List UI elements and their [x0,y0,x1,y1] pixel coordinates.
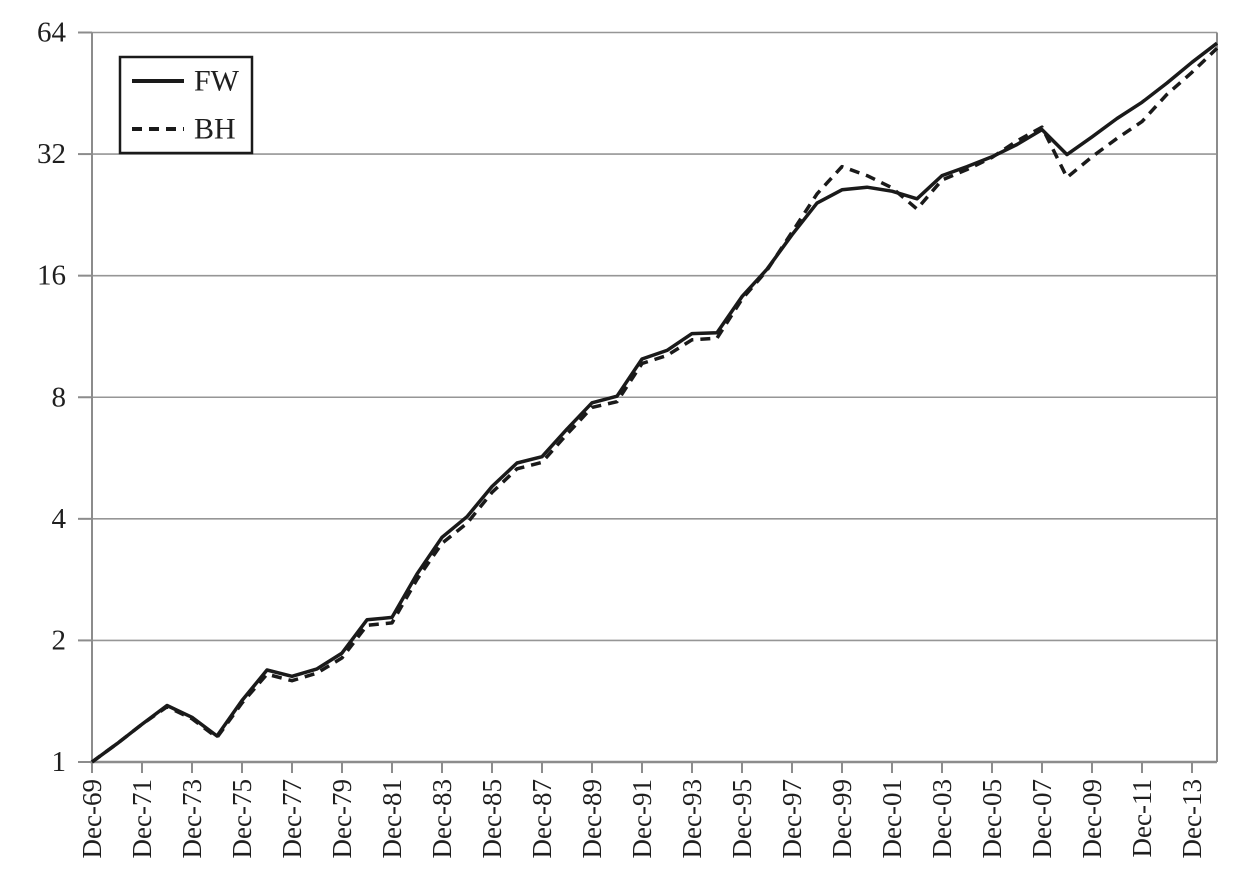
x-tick-label-Dec-89: Dec-89 [577,779,607,858]
x-tick-label-Dec-83: Dec-83 [427,779,457,858]
x-tick-label-Dec-91: Dec-91 [627,779,657,858]
x-tick-label-Dec-75: Dec-75 [227,779,257,858]
x-tick-label-Dec-81: Dec-81 [377,779,407,858]
x-tick-label-Dec-99: Dec-99 [827,779,857,858]
x-tick-label-Dec-13: Dec-13 [1177,779,1207,858]
x-tick-label-Dec-03: Dec-03 [927,779,957,858]
x-tick-label-Dec-07: Dec-07 [1027,779,1057,858]
x-tick-label-Dec-77: Dec-77 [277,779,307,858]
x-tick-label-Dec-09: Dec-09 [1077,779,1107,858]
x-tick-label-Dec-85: Dec-85 [477,779,507,858]
y-tick-label-32: 32 [37,138,66,170]
x-tick-label-Dec-69: Dec-69 [77,779,107,858]
x-tick-label-Dec-11: Dec-11 [1127,779,1157,857]
x-tick-label-Dec-05: Dec-05 [977,779,1007,858]
x-tick-label-Dec-93: Dec-93 [677,779,707,858]
legend-label-fw: FW [194,65,240,98]
y-tick-label-64: 64 [37,17,67,49]
x-tick-label-Dec-73: Dec-73 [177,779,207,858]
y-tick-label-1: 1 [52,746,67,778]
y-tick-label-2: 2 [52,624,67,656]
x-tick-label-Dec-71: Dec-71 [127,779,157,858]
series-line-bh [90,47,1219,764]
series-line-fw [90,41,1219,764]
y-tick-label-16: 16 [37,260,66,292]
x-tick-label-Dec-01: Dec-01 [877,779,907,858]
y-tick-label-4: 4 [52,503,67,535]
y-tick-label-8: 8 [52,381,67,413]
legend-label-bh: BH [194,113,236,146]
x-tick-label-Dec-87: Dec-87 [527,779,557,858]
x-tick-label-Dec-79: Dec-79 [327,779,357,858]
x-tick-label-Dec-95: Dec-95 [727,779,757,858]
legend-box [118,55,254,155]
x-tick-label-Dec-97: Dec-97 [777,779,807,858]
